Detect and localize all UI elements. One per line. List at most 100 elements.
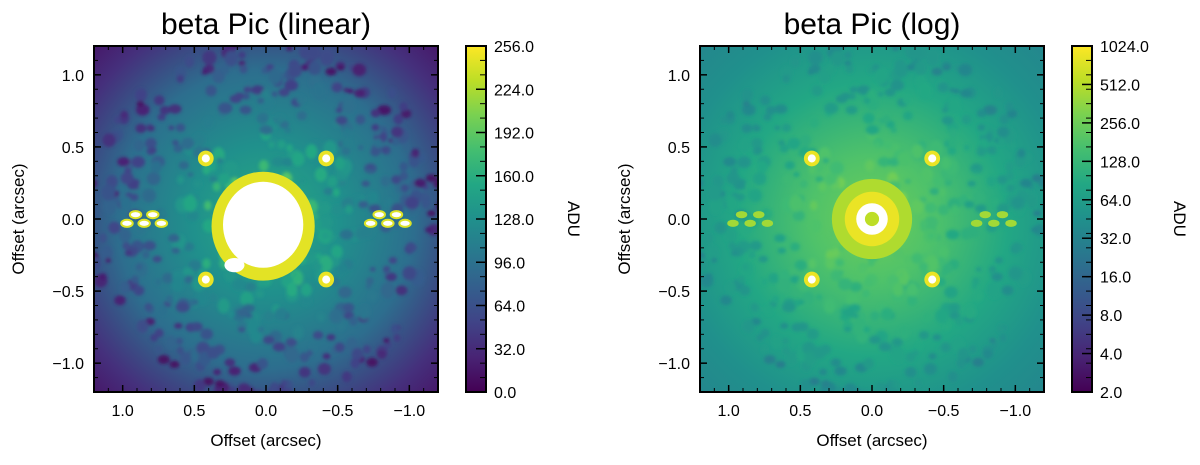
speckle <box>308 379 316 387</box>
waffle-feature <box>761 219 774 227</box>
speckle <box>993 87 1003 99</box>
speckle <box>925 48 940 66</box>
speckle <box>400 184 410 193</box>
speckle <box>385 272 397 282</box>
speckle <box>914 60 927 76</box>
speckle <box>1033 224 1044 236</box>
speckle <box>369 267 376 272</box>
speckle <box>300 282 313 297</box>
speckle <box>989 338 996 344</box>
speckle <box>342 302 355 313</box>
speckle <box>259 124 273 135</box>
speckle <box>972 357 984 367</box>
speckle <box>824 102 839 114</box>
speckle <box>782 346 790 355</box>
speckle <box>811 85 823 97</box>
speckle <box>425 174 437 182</box>
speckle <box>843 383 857 392</box>
heatmap-image <box>94 46 438 392</box>
speckle <box>846 291 860 308</box>
speckle <box>143 240 156 251</box>
speckle <box>301 295 312 307</box>
speckle <box>154 328 164 338</box>
speckle <box>237 383 251 392</box>
speckle <box>94 256 101 271</box>
speckle <box>363 345 371 354</box>
speckle <box>793 172 800 178</box>
speckle <box>284 79 299 91</box>
speckle <box>218 102 233 114</box>
speckle <box>883 139 892 150</box>
speckle <box>237 308 249 317</box>
speckle <box>122 242 131 250</box>
speckle <box>911 144 924 160</box>
speckle <box>407 243 417 253</box>
speckle <box>907 295 918 307</box>
speckle <box>820 380 831 388</box>
speckle <box>799 379 812 392</box>
speckle <box>341 146 351 156</box>
speckle <box>310 342 317 351</box>
speckle <box>778 293 785 303</box>
speckle <box>889 387 899 392</box>
satellite-spot <box>928 154 937 163</box>
colorbar-tick-label: 96.0 <box>494 255 525 272</box>
waffle-feature <box>979 211 991 219</box>
speckle <box>350 358 360 369</box>
y-tick-label: −0.5 <box>52 284 84 301</box>
speckle <box>224 269 237 282</box>
panel-log: 1.0 0.5 0.0 −0.5 −1.0 1.0 0.5 0.0 −0.5 −1.0 Offset… <box>615 8 1189 450</box>
speckle <box>343 128 352 138</box>
speckle <box>982 105 998 116</box>
speckle <box>761 345 768 354</box>
speckle <box>964 200 975 209</box>
speckle <box>257 97 265 104</box>
speckle <box>120 172 134 185</box>
speckle <box>234 92 245 100</box>
waffle-feature <box>970 219 983 227</box>
speckle <box>837 278 853 291</box>
speckle <box>114 116 121 124</box>
speckle <box>880 307 894 321</box>
speckle <box>217 298 230 314</box>
speckle <box>183 195 198 212</box>
speckle <box>848 93 856 100</box>
speckle <box>720 116 727 124</box>
speckle <box>150 147 157 153</box>
speckle <box>724 228 738 243</box>
x-tick-label: 0.5 <box>183 403 205 420</box>
speckle <box>169 360 180 369</box>
speckle <box>101 184 116 201</box>
speckle <box>1031 227 1038 233</box>
speckle <box>1005 161 1015 172</box>
speckle <box>94 179 98 188</box>
speckle <box>135 104 150 116</box>
speckle <box>921 252 928 260</box>
speckle <box>943 322 951 331</box>
speckle <box>131 156 146 168</box>
speckle <box>758 255 768 263</box>
speckle <box>940 156 951 170</box>
speckle <box>785 351 797 366</box>
speckle <box>996 215 1009 229</box>
speckle <box>1006 184 1016 193</box>
speckle <box>900 273 908 282</box>
speckle <box>168 125 175 131</box>
speckle <box>892 282 904 297</box>
satellite-spot <box>201 154 210 163</box>
speckle <box>949 128 958 138</box>
speckle <box>781 302 796 313</box>
colorbar-tick-label: 64.0 <box>494 299 525 316</box>
colorbar-tick-label: 128.0 <box>494 212 534 229</box>
speckle <box>202 50 217 66</box>
speckle <box>752 171 767 186</box>
speckle <box>341 137 352 149</box>
speckle <box>261 66 268 74</box>
colorbar-label: ADU <box>1170 201 1189 237</box>
speckle <box>708 133 722 148</box>
speckle <box>894 63 909 78</box>
speckle <box>845 64 854 74</box>
speckle <box>810 200 818 211</box>
speckle <box>427 224 438 236</box>
speckle <box>725 281 737 295</box>
